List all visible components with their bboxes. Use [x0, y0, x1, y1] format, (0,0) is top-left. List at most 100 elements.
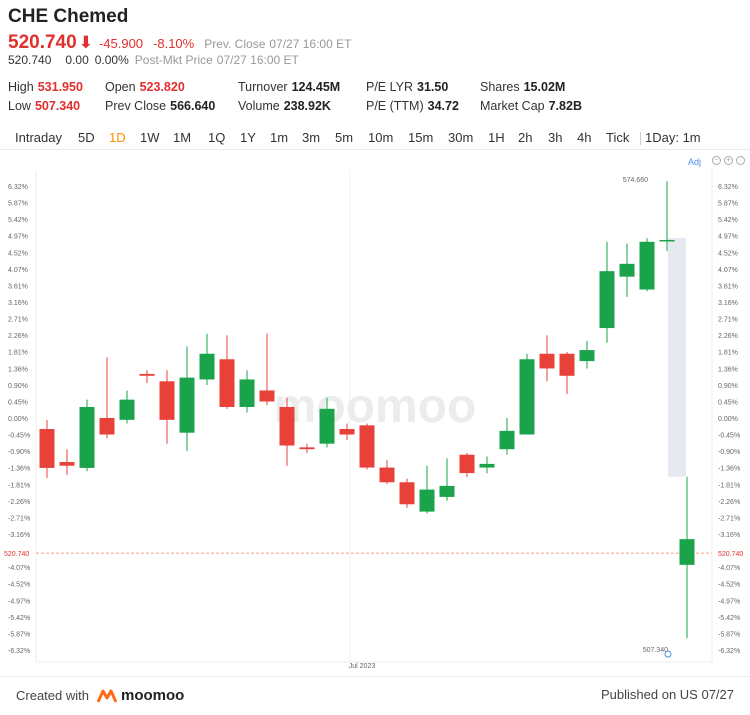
y-tick-left: 0.45%: [8, 399, 28, 406]
y-tick-right: -2.26%: [718, 499, 740, 506]
y-tick-right: -4.07%: [718, 565, 740, 572]
tab-3h[interactable]: 3h: [548, 130, 563, 145]
last-price: 520.740: [8, 32, 77, 53]
y-tick-right: -1.81%: [718, 482, 740, 489]
y-tick-right: -1.36%: [718, 466, 740, 473]
gap-bar: [668, 237, 686, 477]
tab-1h[interactable]: 1H: [488, 130, 505, 145]
tab-intraday[interactable]: Intraday: [15, 130, 62, 145]
y-tick-left: -4.07%: [8, 565, 30, 572]
stat-low: Low 507.340: [8, 99, 81, 113]
candle-body: [179, 377, 195, 433]
zoom-in-icon[interactable]: +: [724, 156, 733, 165]
tab-3m[interactable]: 3m: [302, 130, 321, 145]
brand-name: moomoo: [120, 687, 185, 704]
y-tick-left: 4.07%: [8, 267, 28, 274]
candle-body: [439, 485, 455, 497]
current-price-label-left: 520.740: [4, 551, 29, 558]
prev-close-label: Prev. Close: [204, 37, 266, 51]
tab-5m[interactable]: 5m: [335, 130, 354, 145]
candle-body: [619, 263, 635, 277]
y-tick-left: 5.42%: [8, 217, 28, 224]
y-tick-left: 0.90%: [8, 383, 28, 390]
prev-close-time: 07/27 16:00 ET: [269, 37, 352, 51]
tab-2h[interactable]: 2h: [518, 130, 533, 145]
candle-body: [99, 418, 115, 435]
candle-body: [159, 381, 175, 420]
tab-5d[interactable]: 5D: [78, 130, 95, 145]
y-tick-left: 6.32%: [8, 184, 28, 191]
y-tick-right: 5.42%: [718, 217, 738, 224]
settings-icon[interactable]: ·: [736, 156, 745, 165]
event-marker-icon: [664, 650, 672, 658]
chart-icons: − + ·: [712, 156, 745, 165]
stat-prev-close: Prev Close 566.640: [105, 99, 216, 113]
post-market-change-pct: 0.00%: [94, 53, 129, 67]
adj-toggle[interactable]: Adj: [688, 157, 702, 167]
tab-1d[interactable]: 1D: [109, 130, 126, 145]
candle-body: [559, 353, 575, 376]
tab-1y[interactable]: 1Y: [240, 130, 256, 145]
y-tick-right: 2.71%: [718, 317, 738, 324]
x-tick-label: Jul 2023: [349, 663, 376, 670]
post-market-label: Post-Mkt Price: [134, 53, 213, 67]
tab-15m[interactable]: 15m: [408, 130, 434, 145]
tab-1q[interactable]: 1Q: [208, 130, 226, 145]
y-tick-right: 4.07%: [718, 267, 738, 274]
tab-10m[interactable]: 10m: [368, 130, 394, 145]
tab-4h[interactable]: 4h: [577, 130, 592, 145]
zoom-out-icon[interactable]: −: [712, 156, 721, 165]
tab-tick[interactable]: Tick: [606, 130, 630, 145]
y-tick-left: 3.61%: [8, 283, 28, 290]
post-market-price: 520.740: [8, 53, 52, 67]
y-tick-right: -5.42%: [718, 615, 740, 622]
y-tick-right: 3.61%: [718, 283, 738, 290]
y-tick-left: -3.16%: [8, 532, 30, 539]
stat-pe-ttm: P/E (TTM) 34.72: [366, 99, 459, 113]
tab-1m[interactable]: 1M: [173, 130, 192, 145]
post-market-row: 520.740 0.00 0.00% Post-Mkt Price 07/27 …: [8, 53, 299, 67]
y-tick-left: 1.81%: [8, 350, 28, 357]
y-tick-left: -2.26%: [8, 499, 30, 506]
created-with: Created with moomoo: [16, 687, 184, 704]
timeframe-tabs: Intraday 5D 1D 1W 1M 1Q 1Y 1m 3m 5m 10m 15m 30m 1H 2h 3…: [0, 128, 750, 150]
candle-body: [519, 359, 535, 435]
y-tick-right: -0.90%: [718, 449, 740, 456]
candle-body: [339, 429, 355, 435]
quote-header: CHE Chemed 520.740 ⬇ -45.900 -8.10% Prev…: [0, 0, 750, 125]
stat-turnover: Turnover 124.45M: [238, 80, 341, 94]
candle-body: [479, 463, 495, 468]
y-tick-right: 0.00%: [718, 416, 738, 423]
y-tick-left: 4.52%: [8, 250, 28, 257]
stat-shares: Shares 15.02M: [480, 80, 566, 94]
tab-1w[interactable]: 1W: [140, 130, 160, 145]
footer: Created with moomoo Published on US 07/2…: [0, 676, 750, 715]
candle-body: [639, 241, 655, 290]
candle-body: [39, 429, 55, 468]
y-tick-right: 4.52%: [718, 250, 738, 257]
candle-body: [539, 353, 555, 369]
y-tick-left: 3.16%: [8, 300, 28, 307]
candle-body: [199, 353, 215, 380]
candle-body: [299, 447, 315, 450]
current-price-label-right: 520.740: [718, 551, 743, 558]
stats-grid: High 531.950 Low 507.340 Open 523.820 Prev …: [8, 80, 748, 116]
y-tick-left: -1.81%: [8, 482, 30, 489]
tab-1day-1m[interactable]: 1Day: 1m: [645, 130, 701, 145]
y-tick-left: 2.26%: [8, 333, 28, 340]
y-tick-right: 1.36%: [718, 366, 738, 373]
max-price-label: 574.660: [623, 177, 648, 184]
y-tick-left: 5.87%: [8, 201, 28, 208]
candle-body: [219, 359, 235, 407]
candle-body: [579, 350, 595, 362]
down-arrow-icon: ⬇: [78, 33, 93, 52]
y-tick-right: -5.87%: [718, 631, 740, 638]
tab-1m[interactable]: 1m: [270, 130, 289, 145]
y-tick-left: -0.90%: [8, 449, 30, 456]
price-change-pct: -8.10%: [153, 36, 195, 51]
y-tick-right: 1.81%: [718, 350, 738, 357]
tab-30m[interactable]: 30m: [448, 130, 474, 145]
y-tick-right: 0.45%: [718, 399, 738, 406]
moomoo-logo: moomoo: [96, 687, 185, 704]
y-tick-left: -5.42%: [8, 615, 30, 622]
